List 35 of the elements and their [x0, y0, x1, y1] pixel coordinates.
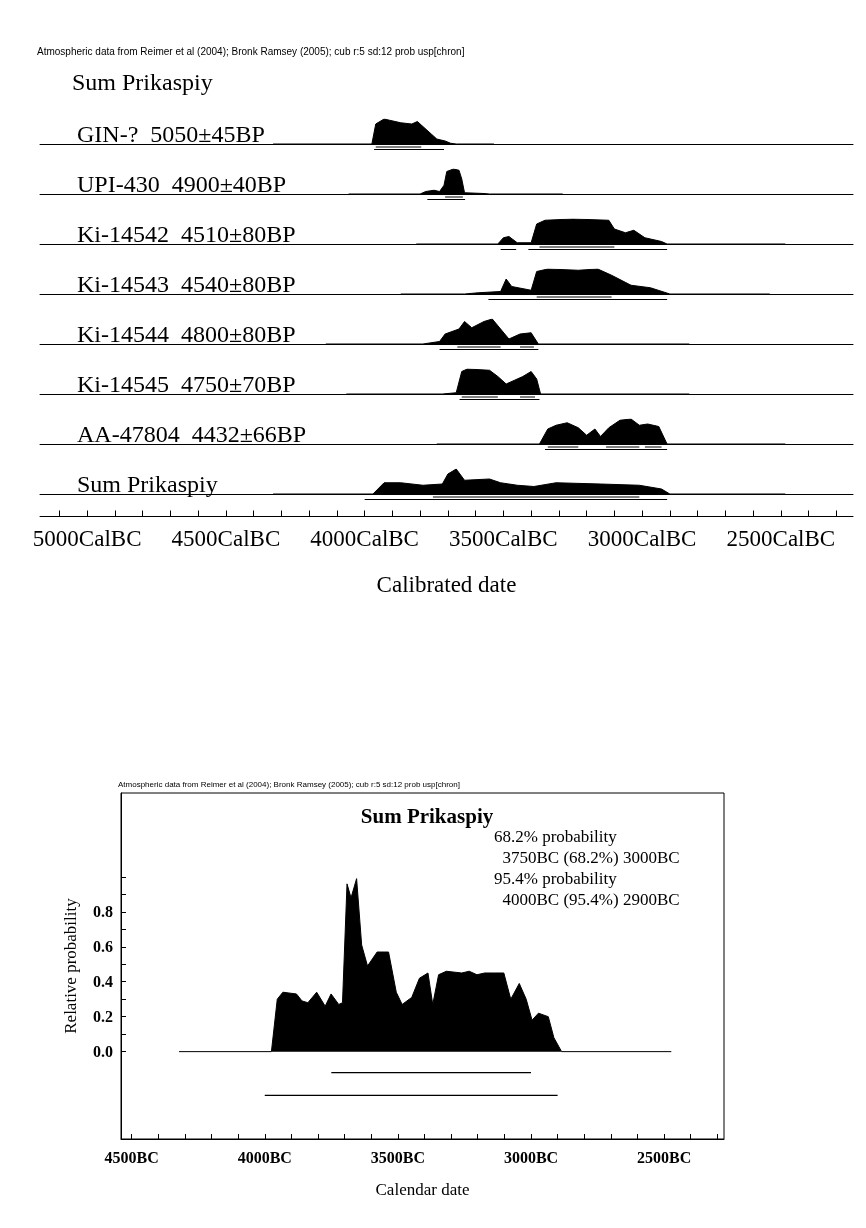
- x-tick-label: 5000CalBC: [32, 525, 142, 551]
- y-tick-label: 0.8: [93, 903, 113, 921]
- x-tick-label: 3500BC: [370, 1148, 425, 1166]
- x-tick-label: 4000CalBC: [310, 525, 419, 551]
- x-tick-label: 4500CalBC: [171, 525, 281, 551]
- x-tick-label: 3000CalBC: [587, 525, 697, 551]
- x-tick-label: 3500CalBC: [449, 525, 558, 551]
- text: Atmospheric data from Reimer et al (2004); Bronk Ramsey (2005); cub r:5 sd:12 prob usp[chron]: [37, 45, 465, 57]
- x-axis-title: Calendar date: [375, 1180, 470, 1199]
- chart-title: UPI-430 4900±40BP: [77, 171, 287, 197]
- chart-title: Ki-14542 4510±80BP: [77, 221, 296, 247]
- annotation: 68.2% probability: [494, 827, 618, 846]
- y-tick-label: 0.4: [93, 973, 113, 991]
- x-tick-label: 2500BC: [636, 1148, 692, 1166]
- x-tick-label: 4500BC: [104, 1148, 159, 1166]
- chart-title: Sum Prikaspiy: [77, 471, 218, 497]
- y-tick-label: 0.0: [93, 1043, 113, 1061]
- annotation: 4000BC (95.4%) 2900BC: [494, 890, 680, 909]
- chart-title: Ki-14543 4540±80BP: [77, 271, 296, 297]
- x-axis-title: Calibrated date: [376, 571, 517, 597]
- chart-title: AA-47804 4432±66BP: [77, 421, 307, 447]
- text: Sum Prikaspiy: [72, 69, 213, 95]
- x-tick-label: 4000BC: [237, 1148, 292, 1166]
- y-tick-label: 0.6: [93, 938, 113, 956]
- y-axis-title: Relative probability: [61, 897, 80, 1034]
- annotation: 95.4% probability: [494, 869, 618, 888]
- text: Atmospheric data from Reimer et al (2004); Bronk Ramsey (2005); cub r:5 sd:12 prob usp[chron]: [118, 779, 460, 789]
- annotation: 3750BC (68.2%) 3000BC: [494, 848, 680, 867]
- x-tick-label: 3000BC: [503, 1148, 559, 1166]
- x-tick-label: 2500CalBC: [726, 525, 836, 551]
- chart-title: Ki-14545 4750±70BP: [77, 371, 296, 397]
- chart-title: Ki-14544 4800±80BP: [77, 321, 296, 347]
- y-tick-label: 0.2: [93, 1008, 113, 1026]
- chart-title: Sum Prikaspiy: [360, 803, 494, 828]
- chart-title: GIN-? 5050±45BP: [77, 121, 265, 147]
